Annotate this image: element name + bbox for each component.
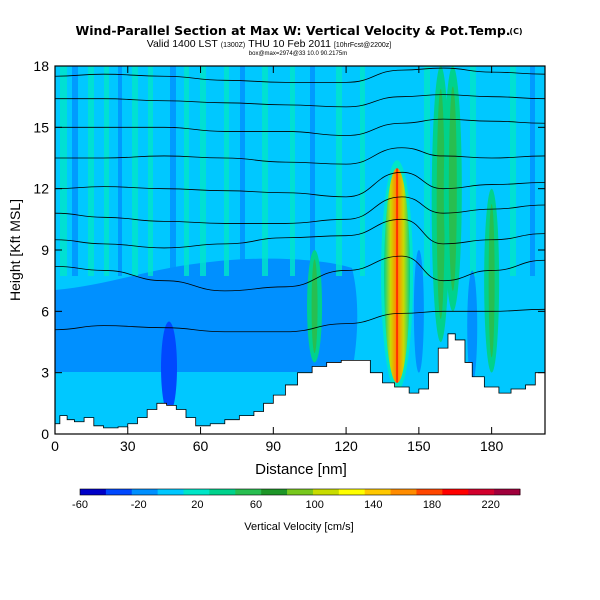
colorbar-tick-label: 220: [481, 499, 499, 511]
chart-title: Wind-Parallel Section at Max W: Vertical…: [75, 23, 510, 38]
x-tick-label: 90: [266, 438, 282, 454]
isentrope-line: [55, 255, 545, 292]
isentrope-line: [55, 196, 545, 224]
subtitle-utc: (1300Z): [221, 42, 246, 49]
field-streak: [184, 66, 189, 276]
field-streak: [360, 66, 365, 276]
colorbar-tick-label: 20: [191, 499, 203, 511]
colorbar-swatch: [131, 489, 159, 495]
downdraft: [467, 270, 478, 383]
subtitle-run: [10hrFcst@2200z]: [334, 42, 391, 49]
colorbar-tick-label: 100: [305, 499, 323, 511]
field-streak: [224, 66, 229, 276]
field-streak: [470, 66, 476, 276]
y-tick-label: 9: [41, 242, 49, 258]
subtitle-line: Valid 1400 LST (1300Z) THU 10 Feb 2011 [10h…: [147, 38, 392, 50]
isentrope-line: [55, 218, 545, 249]
colorbar-tick-label: 140: [364, 499, 382, 511]
colorbar-tick-label: 180: [423, 499, 441, 511]
field-streak: [336, 66, 342, 276]
colorbar-swatch: [338, 489, 366, 495]
isentrope-line: [55, 308, 545, 333]
field-streak: [132, 66, 138, 276]
colorbar-swatch: [390, 489, 417, 495]
x-tick-label: 120: [334, 438, 358, 454]
updraft-inner: [488, 204, 495, 358]
colorbar-tick-label: -60: [72, 499, 88, 511]
field-streak: [170, 66, 176, 276]
x-axis-label: Distance [nm]: [255, 461, 347, 478]
colorbar-tick-label: 60: [250, 499, 262, 511]
colorbar-swatch: [183, 489, 210, 495]
x-tick-label: 30: [120, 438, 136, 454]
colorbar-swatch: [468, 489, 495, 495]
colorbar-tick-label: -20: [131, 499, 147, 511]
colorbar-label: Vertical Velocity [cm/s]: [244, 521, 353, 533]
colorbar-swatch: [364, 489, 392, 495]
colorbar-swatch: [416, 489, 443, 495]
field-streak: [290, 66, 295, 276]
field-streak: [88, 66, 94, 276]
isentrope-line: [55, 67, 545, 83]
updraft-inner: [311, 259, 318, 354]
downdraft: [161, 321, 178, 414]
axes: 0 30 60 90 120 150 180 0 3 6 9 12 15 18: [33, 58, 545, 454]
field-streak: [310, 66, 315, 276]
colorbar-swatch: [442, 489, 469, 495]
x-tick-label: 180: [480, 438, 504, 454]
terrain: [55, 333, 545, 434]
colorbar-swatch: [261, 489, 288, 495]
x-tick-label: 0: [51, 438, 59, 454]
field-streak: [200, 66, 206, 276]
colorbar-swatch: [312, 489, 340, 495]
field-streak: [72, 66, 78, 276]
field-streak: [510, 66, 516, 276]
x-tick-label: 60: [193, 438, 209, 454]
y-tick-label: 18: [33, 58, 49, 74]
field-streak: [60, 66, 67, 276]
colorbar-swatch: [80, 489, 107, 495]
colorbar: -60 -20 20 60 100 140 180 220: [72, 488, 521, 511]
x-tick-label: 150: [407, 438, 431, 454]
field-streak: [148, 66, 153, 276]
field-streak: [240, 66, 245, 276]
y-axis-label: Height [Kft MSL]: [7, 199, 23, 301]
colorbar-swatch: [105, 489, 133, 495]
plot-area: [55, 66, 545, 434]
subtitle-main: Valid 1400 LST: [147, 38, 219, 50]
downdraft: [413, 250, 424, 373]
y-tick-label: 15: [33, 119, 49, 135]
field-streak: [424, 66, 430, 276]
colorbar-swatch: [494, 489, 521, 495]
isentrope-line: [55, 171, 545, 198]
colorbar-swatch: [287, 489, 314, 495]
y-tick-label: 6: [41, 303, 49, 319]
subtitle-date: THU 10 Feb 2011: [248, 38, 331, 50]
field-streak: [262, 66, 268, 276]
subtitle-small: box@max=2974@33 10.0 90.2175m: [249, 51, 347, 57]
y-tick-label: 3: [41, 365, 49, 381]
field-streak: [118, 66, 122, 276]
field-streak: [530, 66, 535, 276]
colorbar-frame: [79, 488, 521, 496]
colorbar-swatch: [209, 489, 236, 495]
y-tick-label: 12: [33, 181, 49, 197]
colorbar-swatch: [157, 489, 185, 495]
field-streak: [104, 66, 109, 276]
isentrope-line: [55, 147, 545, 165]
isentrope-line: [55, 94, 545, 108]
updraft-core: [384, 168, 411, 383]
updraft-inner: [436, 89, 445, 319]
isentrope-line: [55, 118, 545, 136]
title-mark: (C): [509, 27, 522, 36]
y-tick-label: 0: [41, 426, 49, 442]
colorbar-swatch: [235, 489, 262, 495]
